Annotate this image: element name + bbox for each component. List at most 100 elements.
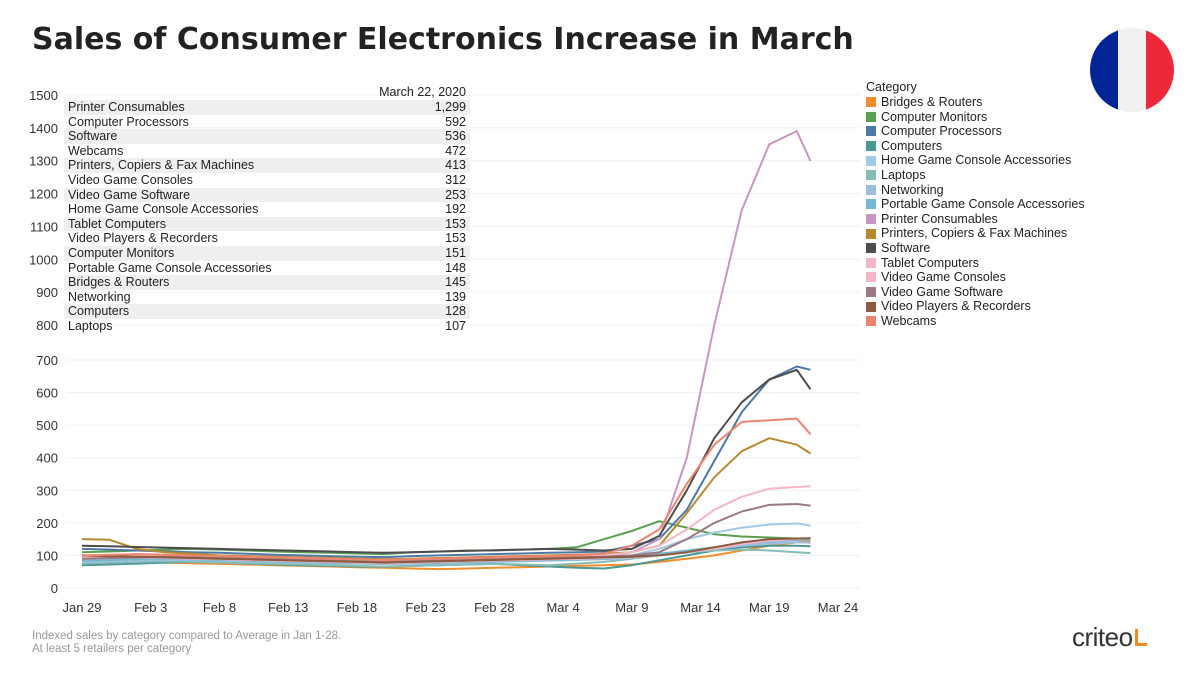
table-value: 413: [445, 158, 466, 173]
legend-swatch: [866, 272, 876, 283]
legend-label: Computer Monitors: [881, 109, 988, 124]
legend-swatch: [866, 199, 876, 210]
chart-legend: Category Bridges & Routers Computer Monit…: [866, 79, 1085, 329]
footnote-line-1: Indexed sales by category compared to Av…: [32, 630, 342, 642]
legend-label: Printer Consumables: [881, 211, 998, 226]
legend-swatch: [866, 316, 876, 327]
table-value: 148: [445, 260, 466, 275]
table-value: 192: [445, 202, 466, 217]
y-tick-label: 900: [36, 285, 58, 300]
y-tick-label: 1300: [29, 154, 58, 169]
y-tick-label: 1500: [29, 88, 58, 103]
table-value: 139: [445, 289, 466, 304]
table-category: Printer Consumables: [68, 100, 185, 114]
legend-item: Video Game Consoles: [866, 270, 1085, 285]
table-value: 107: [445, 318, 466, 333]
legend-item: Portable Game Console Accessories: [866, 197, 1085, 212]
legend-item: Webcams: [866, 314, 1085, 329]
legend-swatch: [866, 155, 876, 166]
logo-text: criteo: [1072, 622, 1133, 652]
y-tick-label: 800: [36, 318, 58, 333]
legend-swatch: [866, 301, 876, 312]
legend-label: Video Players & Recorders: [881, 299, 1031, 314]
table-category: Home Game Console Accessories: [68, 202, 259, 217]
legend-item: Computer Monitors: [866, 110, 1085, 125]
x-tick-label: Mar 9: [615, 600, 648, 615]
table-row: Video Players & Recorders 153: [64, 231, 470, 246]
legend-swatch: [866, 243, 876, 254]
legend-label: Printers, Copiers & Fax Machines: [881, 226, 1068, 241]
legend-item: Software: [866, 241, 1085, 256]
legend-label: Portable Game Console Accessories: [881, 197, 1085, 212]
legend-swatch: [866, 170, 876, 181]
legend-swatch: [866, 228, 876, 239]
legend-item: Computer Processors: [866, 124, 1085, 139]
table-value: 472: [445, 143, 466, 158]
value-table: March 22, 2020 Printer Consumables 1,299 C…: [64, 84, 470, 334]
legend-label: Webcams: [881, 313, 937, 328]
table-category: Computers: [68, 304, 130, 319]
legend-label: Bridges & Routers: [881, 95, 983, 109]
table-row: Video Game Software 253: [64, 187, 470, 203]
table-category: Computer Monitors: [68, 245, 175, 260]
x-tick-label: Mar 4: [546, 600, 579, 615]
legend-label: Computers: [881, 138, 943, 153]
legend-label: Tablet Computers: [881, 255, 979, 270]
table-row: Video Game Consoles 312: [64, 173, 470, 188]
table-value: 253: [445, 187, 466, 202]
x-tick-label: Feb 28: [474, 600, 514, 615]
table-row: Portable Game Console Accessories 148: [64, 261, 470, 276]
table-category: Video Game Consoles: [68, 172, 193, 187]
footnote-line-2: At least 5 retailers per category: [32, 643, 192, 655]
table-category: Bridges & Routers: [68, 275, 170, 290]
series-line-video-players-recorders: [81, 537, 811, 564]
table-category: Laptops: [68, 318, 113, 333]
table-category: Software: [68, 129, 118, 144]
legend-swatch: [866, 111, 876, 122]
y-tick-label: 0: [51, 581, 58, 596]
legend-label: Home Game Console Accessories: [881, 153, 1072, 168]
table-row: Computer Processors 592: [64, 115, 470, 130]
legend-swatch: [866, 214, 876, 225]
legend-label: Computer Processors: [881, 124, 1002, 139]
x-tick-label: Mar 19: [749, 600, 789, 615]
x-tick-label: Mar 14: [680, 600, 720, 615]
table-category: Video Players & Recorders: [68, 231, 218, 246]
legend-swatch: [866, 141, 876, 152]
table-row: Printer Consumables 1,299: [64, 100, 470, 115]
criteo-logo: criteo: [1072, 622, 1147, 653]
table-category: Printers, Copiers & Fax Machines: [68, 158, 255, 173]
y-tick-label: 1000: [29, 252, 58, 267]
legend-item: Tablet Computers: [866, 256, 1085, 271]
y-tick-label: 600: [36, 386, 58, 401]
page-title: Sales of Consumer Electronics Increase i…: [32, 22, 854, 57]
table-row: Bridges & Routers 145: [64, 275, 470, 290]
table-row: Tablet Computers 153: [64, 216, 470, 232]
series-line-webcams: [81, 417, 812, 561]
y-tick-label: 400: [36, 451, 58, 466]
logo-mark-icon: [1134, 629, 1147, 646]
table-row: Webcams 472: [64, 144, 470, 159]
legend-swatch: [866, 184, 876, 195]
legend-label: Video Game Software: [881, 284, 1004, 299]
table-row: Software 536: [64, 129, 470, 144]
table-value: 536: [445, 129, 466, 144]
table-row: Laptops 107: [64, 319, 470, 334]
table-value: 153: [445, 216, 466, 231]
table-row: Computers 128: [64, 304, 470, 319]
x-tick-label: Feb 8: [203, 600, 236, 615]
y-tick-label: 100: [36, 548, 58, 563]
legend-swatch: [866, 126, 876, 137]
table-value: 1,299: [434, 100, 466, 114]
legend-item: Printer Consumables: [866, 212, 1085, 227]
y-tick-label: 700: [36, 353, 58, 368]
y-tick-label: 300: [36, 483, 58, 498]
table-category: Networking: [68, 289, 131, 304]
x-tick-label: Feb 3: [134, 600, 167, 615]
legend-label: Video Game Consoles: [881, 270, 1006, 285]
table-value: 312: [445, 172, 466, 187]
table-value: 592: [445, 114, 466, 129]
legend-label: Networking: [881, 182, 944, 197]
legend-item: Printers, Copiers & Fax Machines: [866, 226, 1085, 241]
legend-swatch: [866, 257, 876, 268]
